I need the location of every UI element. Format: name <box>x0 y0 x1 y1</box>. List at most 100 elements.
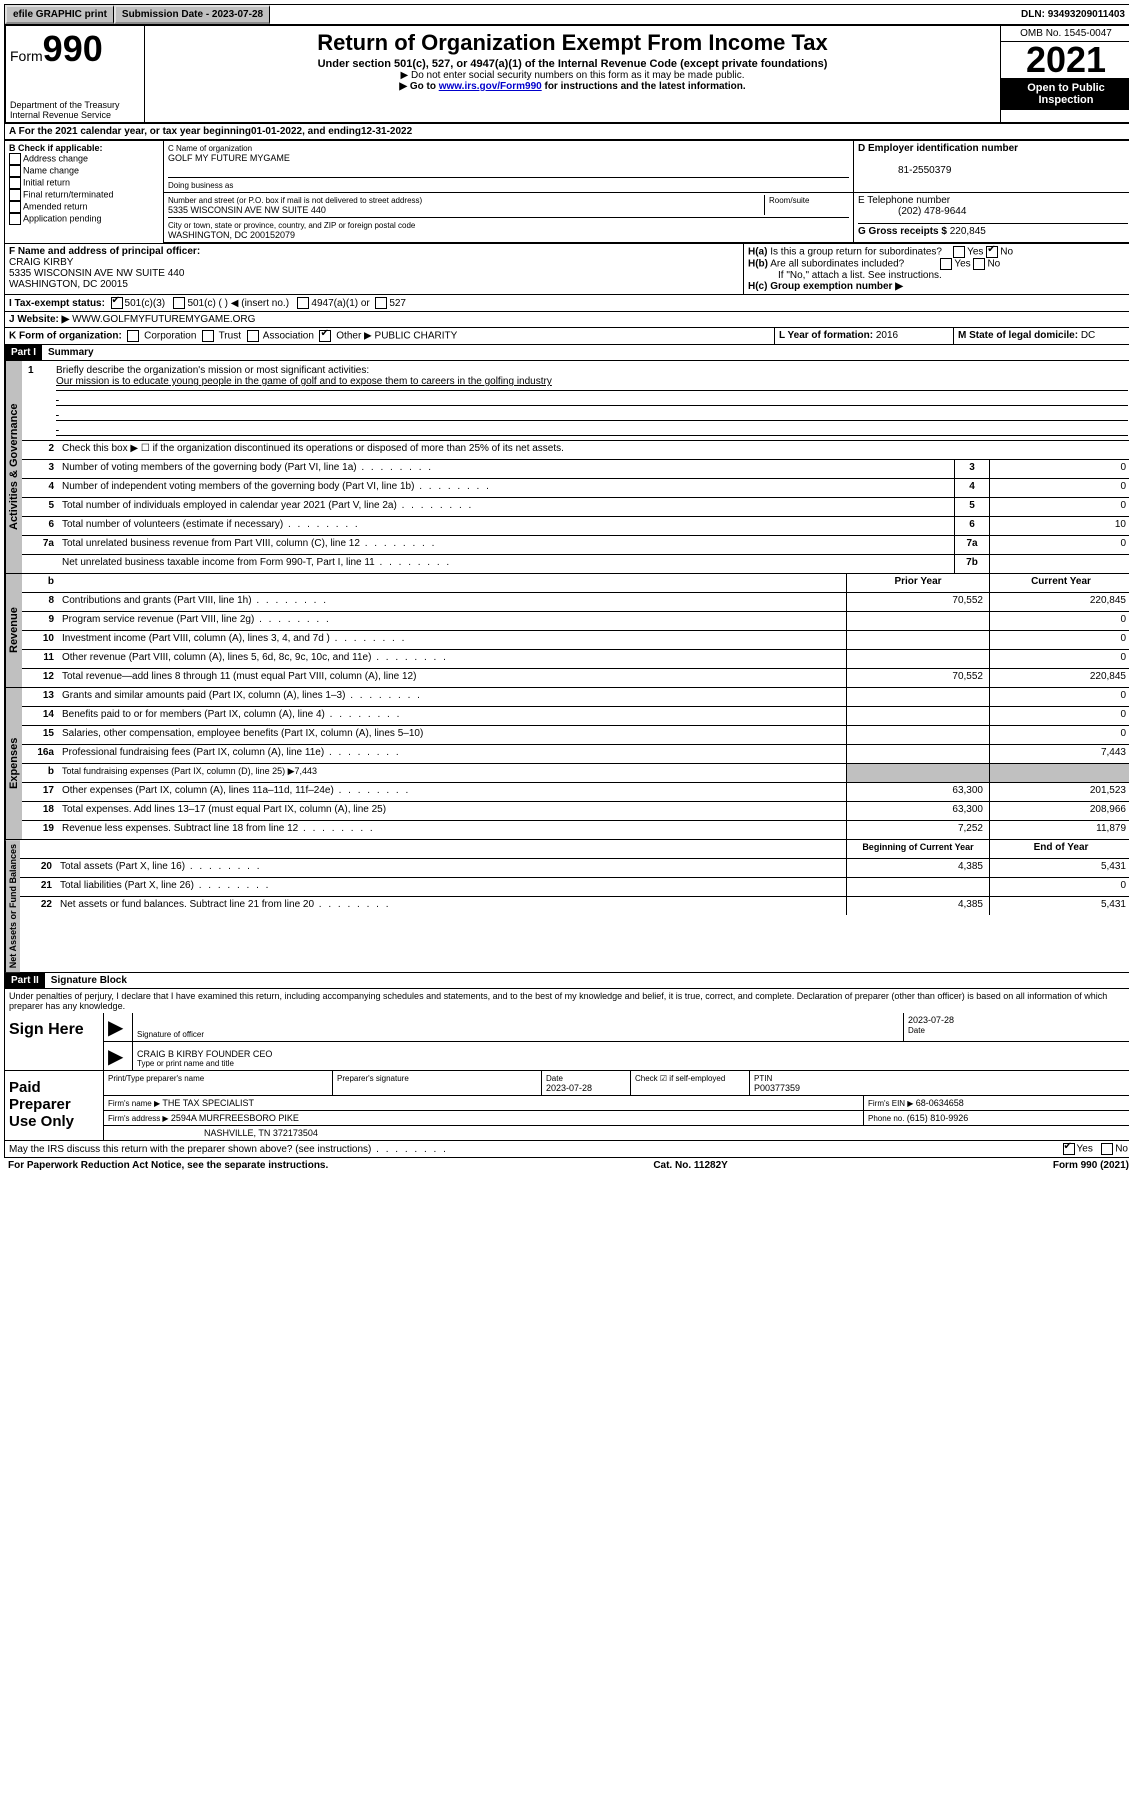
opt-name-change: Name change <box>23 165 79 175</box>
rn-11: 11 <box>22 650 58 668</box>
gb-6: 6 <box>954 517 989 535</box>
prep-date-label: Date <box>546 1074 563 1083</box>
box-b: B Check if applicable: Address change Na… <box>5 141 164 243</box>
dln-prefix: DLN: <box>1021 9 1048 20</box>
sig-arrow-1: ▶ <box>104 1013 133 1041</box>
discuss-label: May the IRS discuss this return with the… <box>9 1144 448 1155</box>
sig-name-cell: CRAIG B KIRBY FOUNDER CEO Type or print … <box>133 1042 1129 1070</box>
opt-4947: 4947(a)(1) or <box>311 298 369 309</box>
nt-22: Net assets or fund balances. Subtract li… <box>56 897 846 915</box>
firm-addr-cell: Firm's address ▶ 2594A MURFREESBORO PIKE <box>104 1111 864 1125</box>
cb-501c3[interactable] <box>111 297 123 309</box>
box-d: D Employer identification number 81-2550… <box>853 141 1129 192</box>
addr-label: Number and street (or P.O. box if mail i… <box>168 196 422 205</box>
sig-date-label: Date <box>908 1026 925 1035</box>
cb-corp[interactable] <box>127 330 139 342</box>
ha-yes[interactable] <box>953 246 965 258</box>
ec-13: 0 <box>989 688 1129 706</box>
vtab-governance: Activities & Governance <box>5 361 22 573</box>
domicile-label: M State of legal domicile: <box>958 330 1081 341</box>
form-header: Form990 Department of the Treasury Inter… <box>4 25 1129 124</box>
efile-print-button[interactable]: efile GRAPHIC print <box>5 5 114 24</box>
checkbox-final[interactable] <box>9 189 21 201</box>
cb-assoc[interactable] <box>247 330 259 342</box>
form-note-2: ▶ Go to www.irs.gov/Form990 for instruct… <box>153 81 992 92</box>
ec-19: 11,879 <box>989 821 1129 839</box>
checkbox-initial[interactable] <box>9 177 21 189</box>
np-20: 4,385 <box>846 859 989 877</box>
np-21 <box>846 878 989 896</box>
rc-12: 220,845 <box>989 669 1129 687</box>
gn-5: 5 <box>22 498 58 516</box>
ha-no[interactable] <box>986 246 998 258</box>
nc-21: 0 <box>989 878 1129 896</box>
ec-16a: 7,443 <box>989 745 1129 763</box>
cb-other[interactable] <box>319 330 331 342</box>
cb-4947[interactable] <box>297 297 309 309</box>
ptin-value: P00377359 <box>754 1083 800 1093</box>
hb-yes[interactable] <box>940 258 952 270</box>
expenses-grid: Expenses 13Grants and similar amounts pa… <box>4 688 1129 840</box>
mission-label: Briefly describe the organization's miss… <box>56 365 369 376</box>
checkbox-addr-change[interactable] <box>9 153 21 165</box>
rp-8: 70,552 <box>846 593 989 611</box>
irs-link[interactable]: www.irs.gov/Form990 <box>439 81 542 92</box>
rt-11: Other revenue (Part VIII, column (A), li… <box>58 650 846 668</box>
discuss-yes-cb[interactable] <box>1063 1143 1075 1155</box>
checkbox-app-pending[interactable] <box>9 213 21 225</box>
mission-blank-2 <box>56 406 1128 421</box>
discuss-row: May the IRS discuss this return with the… <box>4 1141 1129 1158</box>
cb-527[interactable] <box>375 297 387 309</box>
col-end-year: End of Year <box>989 840 1129 858</box>
street-address: 5335 WISCONSIN AVE NW SUITE 440 <box>168 205 326 215</box>
hb-note: If "No," attach a list. See instructions… <box>748 270 1128 281</box>
discuss-no-cb[interactable] <box>1101 1143 1113 1155</box>
box-b-label: B Check if applicable: <box>9 143 103 153</box>
checkbox-name-change[interactable] <box>9 165 21 177</box>
firm-addr-label: Firm's address ▶ <box>108 1114 171 1123</box>
vtab-expenses: Expenses <box>5 688 22 839</box>
vtab-net-assets: Net Assets or Fund Balances <box>5 840 20 972</box>
officer-addr2: WASHINGTON, DC 20015 <box>9 279 128 290</box>
en-17: 17 <box>22 783 58 801</box>
net-assets-grid: Net Assets or Fund Balances Beginning of… <box>4 840 1129 973</box>
year-formation-label: L Year of formation: <box>779 330 876 341</box>
hb-no[interactable] <box>973 258 985 270</box>
submission-date-button[interactable]: Submission Date - 2023-07-28 <box>114 5 270 24</box>
firm-ein-cell: Firm's EIN ▶ 68-0634658 <box>864 1096 1129 1110</box>
cb-trust[interactable] <box>202 330 214 342</box>
rt-10: Investment income (Part VIII, column (A)… <box>58 631 846 649</box>
en-14: 14 <box>22 707 58 725</box>
box-h: H(a) Is this a group return for subordin… <box>744 244 1129 294</box>
cb-501c[interactable] <box>173 297 185 309</box>
top-toolbar: efile GRAPHIC print Submission Date - 20… <box>4 4 1129 25</box>
gb-5: 5 <box>954 498 989 516</box>
checkbox-amended[interactable] <box>9 201 21 213</box>
dba-label: Doing business as <box>168 181 233 190</box>
ec-14: 0 <box>989 707 1129 725</box>
officer-addr1: 5335 WISCONSIN AVE NW SUITE 440 <box>9 268 184 279</box>
page-footer: For Paperwork Reduction Act Notice, see … <box>4 1158 1129 1173</box>
ein-label: D Employer identification number <box>858 143 1018 154</box>
phone-label: E Telephone number <box>858 195 950 206</box>
city-label: City or town, state or province, country… <box>168 221 415 230</box>
gn-7a: 7a <box>22 536 58 554</box>
prep-self-label: Check ☑ if self-employed <box>635 1074 725 1083</box>
prep-date-value: 2023-07-28 <box>546 1083 592 1093</box>
opt-corp: Corporation <box>144 331 196 342</box>
firm-phone: (615) 810-9926 <box>907 1113 969 1123</box>
row-f-h: F Name and address of principal officer:… <box>4 244 1129 295</box>
gt-3: Number of voting members of the governin… <box>58 460 954 478</box>
gb-4: 4 <box>954 479 989 497</box>
form-org-label: K Form of organization: <box>9 331 122 342</box>
tax-exempt-label: I Tax-exempt status: <box>9 298 105 309</box>
ep-13 <box>846 688 989 706</box>
officer-name: CRAIG KIRBY <box>9 257 73 268</box>
part-1-badge: Part I <box>5 345 42 360</box>
ec-18: 208,966 <box>989 802 1129 820</box>
discuss-yes: Yes <box>1077 1144 1093 1155</box>
room-label: Room/suite <box>769 196 809 205</box>
firm-city: NASHVILLE, TN 372173504 <box>104 1126 1129 1140</box>
box-c-addr: Number and street (or P.O. box if mail i… <box>164 193 853 242</box>
opt-initial: Initial return <box>23 177 70 187</box>
